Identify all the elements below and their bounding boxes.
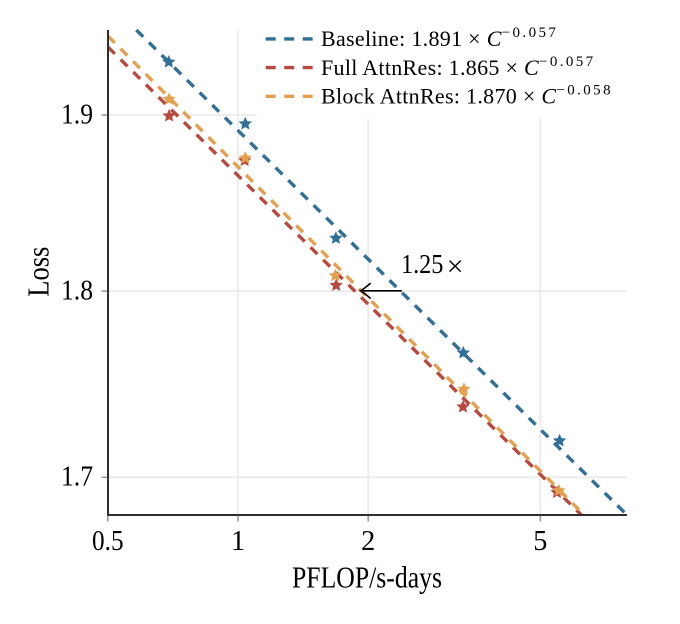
svg-text:5: 5 bbox=[533, 526, 547, 557]
svg-text:1.7: 1.7 bbox=[61, 462, 93, 493]
svg-text:1.8: 1.8 bbox=[61, 276, 93, 307]
svg-text:1.25: 1.25 bbox=[401, 248, 443, 279]
svg-text:×: × bbox=[447, 250, 464, 283]
svg-text:1: 1 bbox=[231, 526, 245, 557]
svg-text:1.9: 1.9 bbox=[61, 99, 93, 130]
svg-text:PFLOP/s-days: PFLOP/s-days bbox=[292, 560, 442, 595]
svg-text:2: 2 bbox=[361, 526, 375, 557]
svg-text:Loss: Loss bbox=[21, 247, 56, 297]
svg-text:0.5: 0.5 bbox=[92, 526, 124, 557]
